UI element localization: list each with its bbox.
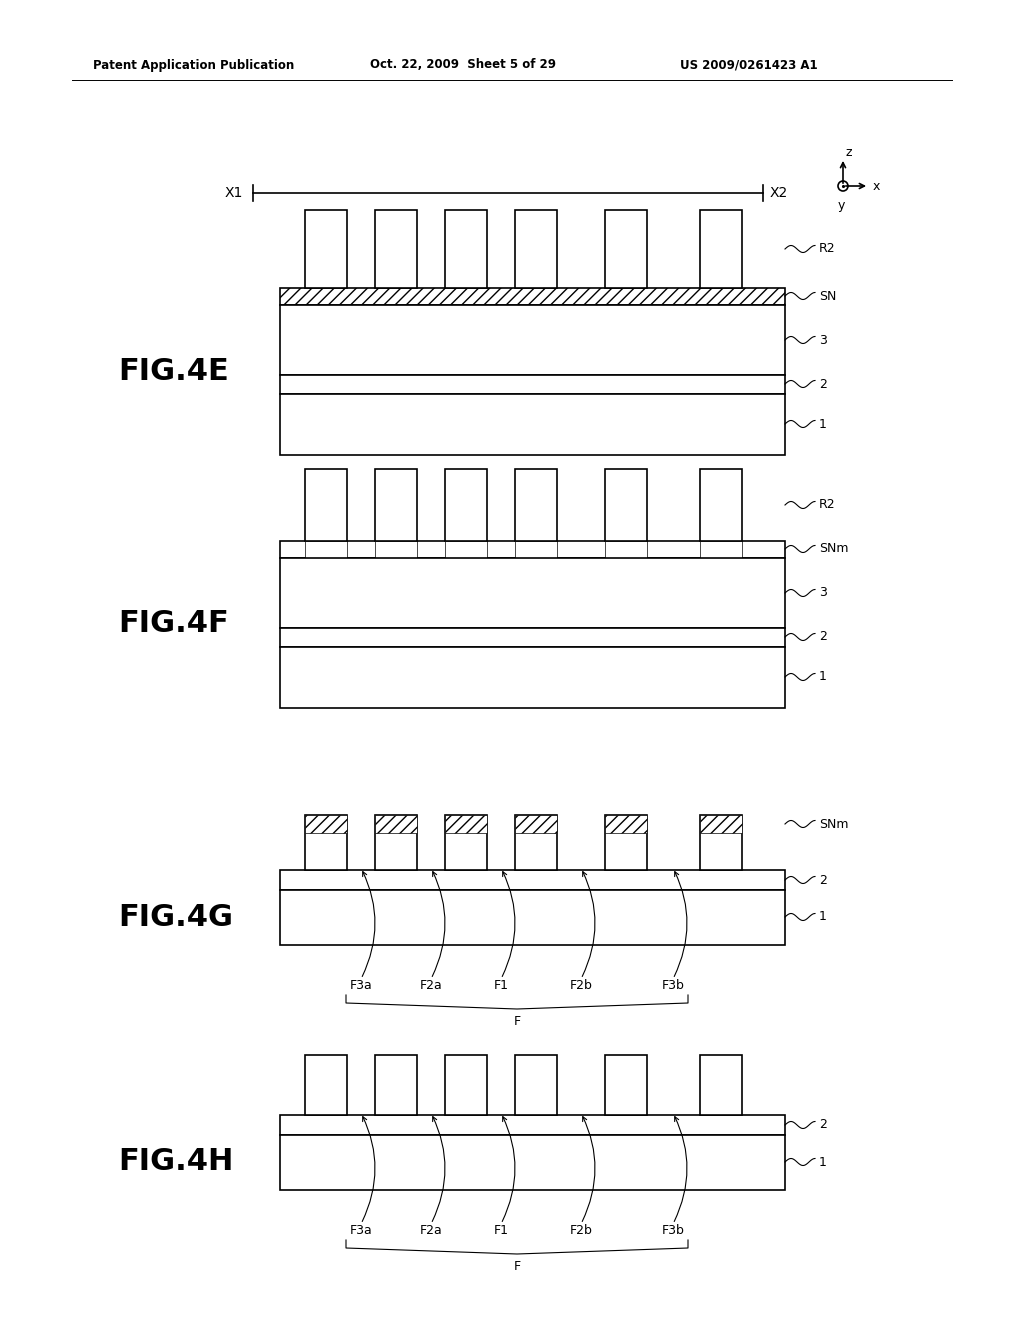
Bar [305,541,347,558]
Text: 2: 2 [819,874,826,887]
Text: FIG.4H: FIG.4H [118,1147,233,1176]
Text: SN: SN [819,289,837,302]
Bar [375,814,417,833]
Text: F2b: F2b [569,979,593,993]
Text: X1: X1 [224,186,243,201]
Bar [700,469,742,541]
Bar [445,469,487,541]
Bar [305,1055,347,1115]
Text: F2a: F2a [420,979,442,993]
Bar [700,1055,742,1115]
Text: x: x [873,180,881,193]
Bar [605,814,647,870]
Text: F3a: F3a [349,979,373,993]
Text: F3a: F3a [349,1224,373,1237]
Bar [280,1135,785,1191]
Bar [605,541,647,558]
Bar [605,469,647,541]
Bar [280,890,785,945]
Bar [305,814,347,870]
Text: 3: 3 [819,586,826,599]
Bar [700,541,742,558]
Text: FIG.4G: FIG.4G [118,903,233,932]
Bar [375,541,417,558]
Bar [280,870,785,890]
Text: y: y [838,199,845,213]
Bar [515,814,557,833]
Bar [280,647,785,708]
Text: F1: F1 [494,979,509,993]
Text: SNm: SNm [819,543,849,556]
Bar [280,1115,785,1135]
Text: F: F [513,1261,520,1272]
Bar [605,210,647,288]
Bar [305,210,347,288]
Bar [605,814,647,833]
Text: FIG.4E: FIG.4E [118,356,228,385]
Text: R2: R2 [819,243,836,256]
Bar [375,814,417,870]
Bar [445,814,487,870]
Text: 2: 2 [819,631,826,644]
Bar [305,814,347,833]
Text: SNm: SNm [819,817,849,830]
Text: 3: 3 [819,334,826,346]
Bar [605,541,647,558]
Bar [280,628,785,647]
Bar [305,541,347,558]
Text: F2a: F2a [420,1224,442,1237]
Text: US 2009/0261423 A1: US 2009/0261423 A1 [680,58,817,71]
Text: 1: 1 [819,911,826,924]
Text: F2b: F2b [569,1224,593,1237]
Bar [515,541,557,558]
Text: Patent Application Publication: Patent Application Publication [93,58,294,71]
Text: F3b: F3b [662,1224,684,1237]
Text: R2: R2 [819,499,836,511]
Text: 1: 1 [819,417,826,430]
Bar [280,541,785,558]
Text: F: F [513,1015,520,1028]
Bar [515,541,557,558]
Bar [280,305,785,375]
Bar [280,375,785,393]
Text: F1: F1 [494,1224,509,1237]
Bar [515,469,557,541]
Text: Oct. 22, 2009  Sheet 5 of 29: Oct. 22, 2009 Sheet 5 of 29 [370,58,556,71]
Bar [445,541,487,558]
Text: FIG.4F: FIG.4F [118,610,228,639]
Text: 2: 2 [819,1118,826,1131]
Bar [375,1055,417,1115]
Bar [280,558,785,628]
Bar [700,541,742,558]
Bar [700,814,742,870]
Bar [280,393,785,455]
Text: 2: 2 [819,378,826,391]
Bar [445,541,487,558]
Text: X2: X2 [770,186,788,201]
Text: 1: 1 [819,1155,826,1168]
Bar [445,814,487,833]
Text: F3b: F3b [662,979,684,993]
Bar [605,1055,647,1115]
Bar [700,814,742,833]
Bar [375,541,417,558]
Bar [515,210,557,288]
Bar [445,1055,487,1115]
Text: 1: 1 [819,671,826,684]
Bar [280,288,785,305]
Bar [515,814,557,870]
Bar [515,1055,557,1115]
Bar [375,469,417,541]
Bar [375,210,417,288]
Bar [305,469,347,541]
Text: z: z [846,147,853,160]
Bar [700,210,742,288]
Bar [445,210,487,288]
